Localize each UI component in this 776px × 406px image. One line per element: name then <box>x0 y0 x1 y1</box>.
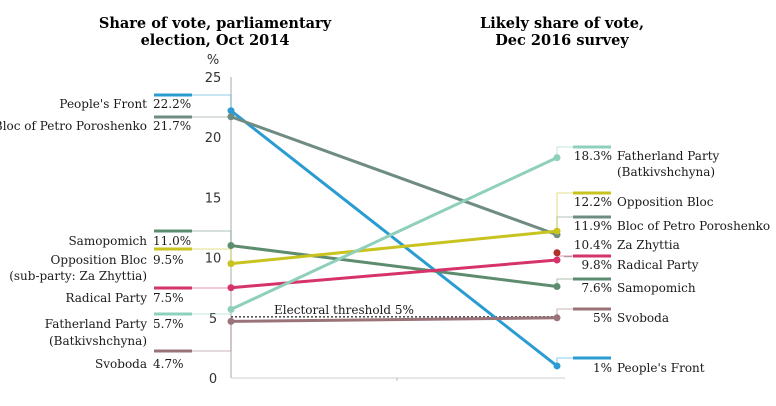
series-labels: Electoral threshold 5% People's Front 22.2… <box>0 97 770 375</box>
za-zhyttia-value-label: 10.4% <box>574 238 612 252</box>
y-unit-label: % <box>207 53 219 68</box>
series-line <box>229 115 559 237</box>
left-series-label: Svoboda <box>95 357 147 371</box>
series-line <box>229 316 559 323</box>
left-title-line: election, Oct 2014 <box>141 32 290 49</box>
series-lines <box>227 107 561 370</box>
left-connector <box>192 230 232 246</box>
left-series-label: Fatherland Party <box>45 317 148 331</box>
right-value-label: 7.6% <box>582 281 613 295</box>
y-tick-label: 15 <box>205 191 222 206</box>
right-series-label: People's Front <box>617 361 705 375</box>
end-point <box>553 314 561 322</box>
left-series-label: Bloc of Petro Poroshenko <box>0 119 147 133</box>
right-value-label: 18.3% <box>574 149 612 163</box>
series-line <box>229 229 559 266</box>
start-point <box>227 107 235 115</box>
left-connector <box>192 321 232 352</box>
end-point <box>553 227 561 235</box>
right-title-line: Likely share of vote, <box>480 15 644 32</box>
right-title-line: Dec 2016 survey <box>495 32 629 49</box>
right-series-label: Svoboda <box>617 311 669 325</box>
left-series-label: Radical Party <box>65 291 147 305</box>
end-point <box>553 362 561 370</box>
end-point <box>553 256 561 264</box>
left-value-label: 4.7% <box>153 357 184 371</box>
start-point <box>227 284 235 292</box>
start-point <box>227 260 235 268</box>
left-series-label: People's Front <box>59 97 147 111</box>
left-series-label: (sub-party: Za Zhyttia) <box>9 269 147 283</box>
za-zhyttia-point <box>553 249 561 257</box>
series-line <box>229 156 559 311</box>
right-series-label: Opposition Bloc <box>617 195 714 209</box>
y-tick-label: 20 <box>205 131 222 146</box>
za-zhyttia-series-label: Za Zhyttia <box>617 238 680 252</box>
right-value-label: 1% <box>593 361 612 375</box>
y-axis: % 25 20 15 10 5 0 <box>205 53 565 387</box>
right-series-label: Radical Party <box>617 258 699 272</box>
left-connector <box>192 94 232 111</box>
y-tick-label: 0 <box>209 372 217 387</box>
end-point <box>553 282 561 290</box>
start-point <box>227 305 235 313</box>
right-value-label: 12.2% <box>574 195 612 209</box>
series-line <box>229 244 559 288</box>
end-point <box>553 154 561 162</box>
left-value-label: 11.0% <box>153 234 191 248</box>
right-value-label: 11.9% <box>574 219 612 233</box>
right-series-label: (Batkivshchyna) <box>617 165 715 179</box>
start-point <box>227 113 235 121</box>
right-series-label: Bloc of Petro Poroshenko <box>617 219 770 233</box>
threshold-label: Electoral threshold 5% <box>274 303 414 317</box>
y-tick-label: 25 <box>205 71 222 86</box>
left-value-label: 5.7% <box>153 317 184 331</box>
right-series-label: Samopomich <box>617 281 696 295</box>
start-point <box>227 317 235 325</box>
left-series-label: (Batkivshchyna) <box>49 334 147 348</box>
right-value-label: 5% <box>593 311 612 325</box>
right-value-label: 9.8% <box>582 258 613 272</box>
left-title-line: Share of vote, parliamentary <box>99 15 332 32</box>
y-tick-label: 10 <box>205 252 222 267</box>
series-line <box>229 109 559 368</box>
left-series-label: Samopomich <box>68 234 147 248</box>
left-value-label: 9.5% <box>153 253 184 267</box>
left-value-label: 7.5% <box>153 291 184 305</box>
start-point <box>227 242 235 250</box>
left-series-label: Opposition Bloc <box>51 253 148 267</box>
y-tick-label: 5 <box>209 312 217 327</box>
left-value-label: 22.2% <box>153 97 191 111</box>
right-series-label: Fatherland Party <box>617 149 720 163</box>
right-connector <box>556 146 573 158</box>
series-line <box>229 258 559 290</box>
left-value-label: 21.7% <box>153 119 191 133</box>
right-connector <box>556 192 573 232</box>
